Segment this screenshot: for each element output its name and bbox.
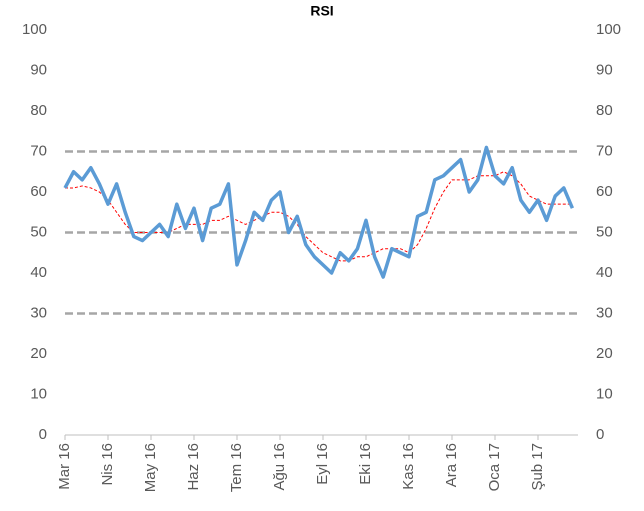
x-tick-label: Nis 16	[99, 443, 116, 486]
y-tick-label: 20	[30, 345, 47, 362]
chart-title: RSI	[310, 3, 333, 19]
y2-tick-label: 90	[596, 61, 613, 78]
x-tick-label: Kas 16	[400, 443, 417, 490]
x-tick-label: Eki 16	[357, 443, 374, 485]
y2-tick-label: 80	[596, 102, 613, 119]
series-line	[63, 145, 575, 279]
y-tick-label: 60	[30, 183, 47, 200]
x-tick-label: Ara 16	[443, 443, 460, 487]
x-tick-label: Ağu 16	[271, 443, 288, 491]
x-tick-label: Oca 17	[486, 443, 503, 491]
y2-tick-label: 60	[596, 183, 613, 200]
y-tick-label: 80	[30, 102, 47, 119]
y2-tick-label: 100	[596, 21, 621, 38]
x-tick-label: May 16	[142, 443, 159, 492]
y2-tick-label: 10	[596, 385, 613, 402]
y-tick-label: 10	[30, 385, 47, 402]
y2-tick-label: 20	[596, 345, 613, 362]
y-tick-label: 40	[30, 264, 47, 281]
y-tick-label: 50	[30, 223, 47, 240]
series-line	[65, 171, 573, 262]
y2-tick-label: 30	[596, 304, 613, 321]
x-tick-label: Haz 16	[185, 443, 202, 491]
x-tick-label: Şub 17	[529, 443, 546, 491]
y-tick-label: 90	[30, 61, 47, 78]
y-tick-label: 0	[39, 426, 47, 443]
y-tick-label: 100	[22, 21, 47, 38]
x-tick-label: Eyl 16	[314, 443, 331, 485]
y-tick-label: 30	[30, 304, 47, 321]
y2-tick-label: 0	[596, 426, 604, 443]
y2-tick-label: 40	[596, 264, 613, 281]
x-tick-label: Tem 16	[228, 443, 245, 492]
x-tick-label: Mar 16	[56, 443, 73, 490]
y2-tick-label: 70	[596, 142, 613, 159]
y2-tick-label: 50	[596, 223, 613, 240]
y-tick-label: 70	[30, 142, 47, 159]
